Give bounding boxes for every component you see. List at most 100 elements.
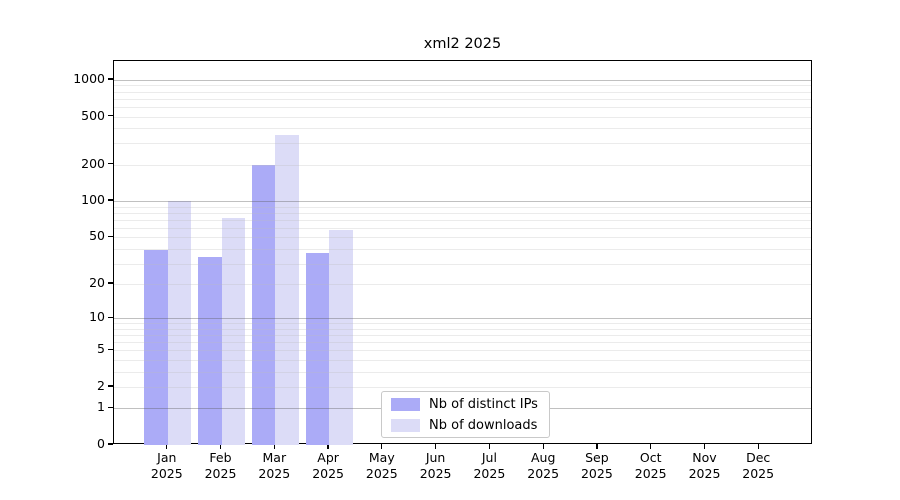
x-tick-mark-feb xyxy=(219,444,222,449)
y-tick-mark-20 xyxy=(107,282,113,284)
gridline-minor-70 xyxy=(114,219,811,221)
gridline-minor-2 xyxy=(114,386,811,388)
y-tick-mark-5 xyxy=(107,348,113,350)
x-tick-label-mar: Mar 2025 xyxy=(242,450,306,482)
gridline-minor-900 xyxy=(114,85,811,87)
x-tick-month: Jul xyxy=(481,450,497,465)
x-tick-mark-jan xyxy=(166,444,168,449)
gridline-minor-5 xyxy=(114,350,811,352)
bar-nb-of-downloads-feb xyxy=(221,217,245,445)
x-tick-month: Sep xyxy=(585,450,609,465)
legend-swatch-downloads xyxy=(391,418,420,432)
x-tick-mark-oct xyxy=(650,444,652,449)
x-tick-mark-nov xyxy=(703,444,706,449)
y-tick-label-20: 20 xyxy=(89,275,105,291)
x-tick-label-aug: Aug 2025 xyxy=(511,450,575,482)
y-tick-label-0: 0 xyxy=(97,436,105,451)
x-tick-year: 2025 xyxy=(365,466,398,481)
chart-title: xml2 2025 xyxy=(423,36,502,52)
x-tick-label-jun: Jun 2025 xyxy=(404,450,468,482)
gridline-minor-80 xyxy=(114,212,811,214)
x-tick-label-feb: Feb 2025 xyxy=(189,450,253,482)
bar-nb-of-distinct-ips-feb xyxy=(198,257,222,445)
x-tick-label-dec: Dec 2025 xyxy=(726,450,790,482)
gridline-minor-20 xyxy=(114,284,811,286)
x-tick-mark-mar xyxy=(273,444,275,449)
gridline-minor-200 xyxy=(114,164,811,166)
x-tick-mark-sep xyxy=(596,444,598,449)
x-tick-month: Aug xyxy=(530,450,556,465)
gridline-minor-300 xyxy=(114,143,811,145)
y-tick-mark-0 xyxy=(107,443,113,445)
bar-nb-of-downloads-mar xyxy=(275,135,299,445)
gridline-minor-6 xyxy=(114,342,811,344)
legend: Nb of distinct IPs Nb of downloads xyxy=(381,391,550,438)
bar-nb-of-distinct-ips-apr xyxy=(305,252,330,445)
y-tick-mark-1000 xyxy=(107,78,113,80)
x-tick-year: 2025 xyxy=(204,466,237,481)
x-tick-month: Apr xyxy=(317,450,339,465)
x-tick-month: May xyxy=(368,450,395,465)
x-tick-month: Mar xyxy=(262,450,287,465)
y-tick-label-5: 5 xyxy=(97,341,105,357)
bar-nb-of-distinct-ips-mar xyxy=(251,164,276,445)
legend-item-downloads: Nb of downloads xyxy=(382,416,549,434)
x-tick-mark-dec xyxy=(757,444,759,449)
x-tick-month: Oct xyxy=(639,450,662,465)
x-tick-year: 2025 xyxy=(634,466,667,481)
x-tick-label-may: May 2025 xyxy=(350,450,414,482)
x-tick-year: 2025 xyxy=(473,466,506,481)
x-tick-mark-jul xyxy=(488,444,491,449)
x-tick-label-sep: Sep 2025 xyxy=(565,450,629,482)
gridline-minor-800 xyxy=(114,91,811,93)
x-tick-year: 2025 xyxy=(580,466,613,481)
legend-label-downloads: Nb of downloads xyxy=(429,417,538,433)
x-tick-year: 2025 xyxy=(742,466,775,481)
gridline-minor-30 xyxy=(114,263,811,265)
y-tick-label-200: 200 xyxy=(81,155,105,171)
x-tick-month: Dec xyxy=(746,450,771,465)
legend-label-distinct-ips: Nb of distinct IPs xyxy=(429,396,538,412)
y-tick-label-50: 50 xyxy=(89,228,105,244)
gridline-minor-700 xyxy=(114,98,811,100)
x-tick-year: 2025 xyxy=(688,466,721,481)
legend-item-distinct-ips: Nb of distinct IPs xyxy=(382,395,549,413)
x-tick-month: Jan xyxy=(157,450,177,465)
x-tick-year: 2025 xyxy=(258,466,291,481)
x-tick-month: Jun xyxy=(425,450,446,465)
y-tick-mark-200 xyxy=(107,163,113,165)
y-tick-mark-1 xyxy=(107,406,113,409)
x-tick-month: Feb xyxy=(209,450,232,465)
y-tick-mark-10 xyxy=(107,316,113,318)
gridline-major-1000 xyxy=(114,79,811,81)
x-tick-label-nov: Nov 2025 xyxy=(673,450,737,482)
y-tick-mark-2 xyxy=(107,385,113,387)
x-tick-mark-jun xyxy=(434,444,437,449)
bar-nb-of-downloads-apr xyxy=(329,229,353,445)
x-tick-year: 2025 xyxy=(419,466,452,481)
y-tick-mark-100 xyxy=(107,199,113,201)
y-tick-label-1: 1 xyxy=(97,399,105,415)
bar-nb-of-downloads-jan xyxy=(167,201,192,445)
gridline-minor-4 xyxy=(114,359,811,361)
x-tick-year: 2025 xyxy=(312,466,344,481)
y-tick-label-500: 500 xyxy=(81,107,105,123)
gridline-minor-7 xyxy=(114,335,811,337)
gridline-minor-40 xyxy=(114,248,811,250)
gridline-minor-90 xyxy=(114,206,811,208)
gridline-minor-500 xyxy=(114,116,811,118)
x-tick-label-apr: Apr 2025 xyxy=(296,450,360,482)
bar-nb-of-distinct-ips-jan xyxy=(144,250,168,445)
y-tick-label-2: 2 xyxy=(97,377,105,393)
gridline-minor-8 xyxy=(114,328,811,330)
x-tick-label-jan: Jan 2025 xyxy=(135,450,199,482)
y-tick-label-10: 10 xyxy=(89,309,105,325)
y-tick-mark-500 xyxy=(107,114,113,117)
y-tick-label-1000: 1000 xyxy=(73,70,105,86)
gridline-minor-400 xyxy=(114,128,811,130)
legend-swatch-distinct-ips xyxy=(391,397,420,411)
gridline-minor-600 xyxy=(114,106,811,108)
gridline-major-100 xyxy=(114,201,811,203)
gridline-minor-9 xyxy=(114,323,811,325)
